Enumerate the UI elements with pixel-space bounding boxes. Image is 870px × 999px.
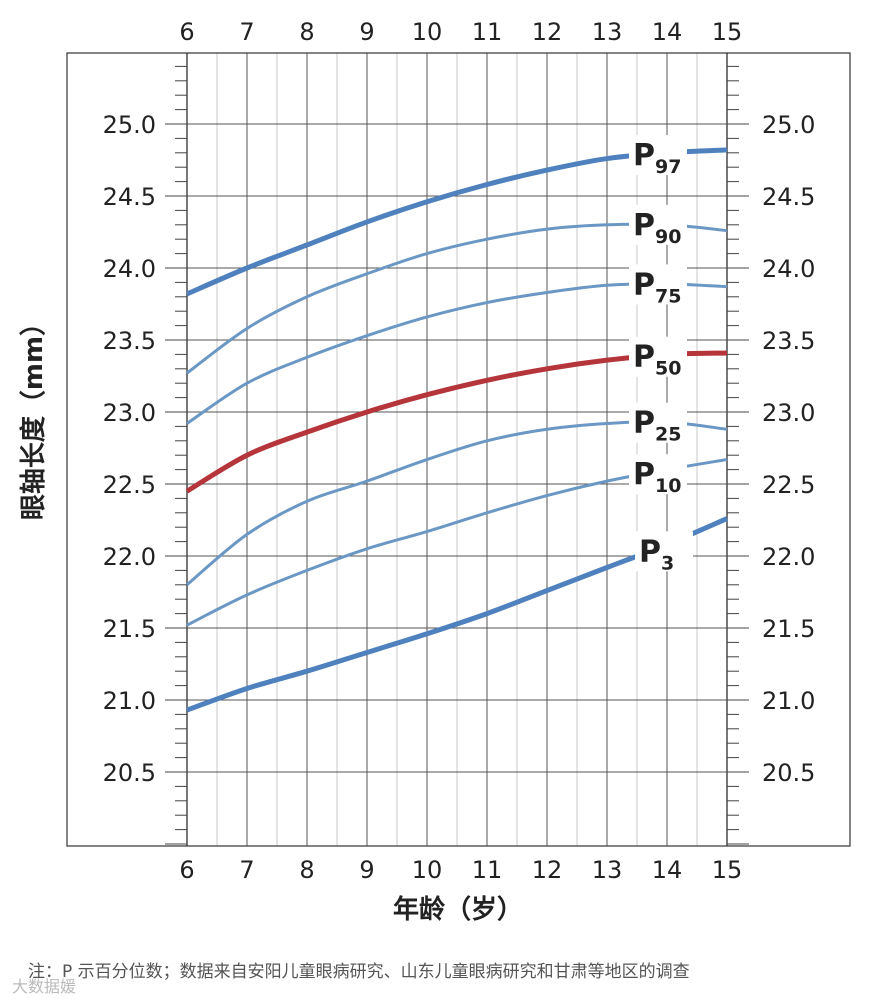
axis-rulers <box>165 65 749 845</box>
y-tick-label-left: 22.5 <box>103 471 156 499</box>
series-label-main: P <box>639 534 661 569</box>
series-label-p25: P25 <box>629 402 687 446</box>
footnote: 注：P 示百分位数；数据来自安阳儿童眼病研究、山东儿童眼病研究和甘肃等地区的调查 <box>28 962 690 982</box>
x-tick-label-top: 7 <box>239 18 254 46</box>
y-tick-label-right: 22.0 <box>762 543 815 571</box>
label-halo <box>635 531 693 572</box>
x-tick-label-bottom: 15 <box>712 856 743 884</box>
series-label-text: P50 <box>633 340 681 380</box>
x-tick-label-bottom: 12 <box>532 856 563 884</box>
series-label-main: P <box>633 457 655 492</box>
label-halo <box>629 204 687 245</box>
series-label-sub: 3 <box>661 552 674 574</box>
y-tick-label-right: 23.5 <box>762 327 815 355</box>
y-tick-label-left: 20.5 <box>103 759 156 787</box>
series-label-text: P3 <box>639 534 674 574</box>
series-label-sub: 75 <box>655 285 681 307</box>
label-halo <box>629 264 687 305</box>
x-tick-label-top: 13 <box>592 18 623 46</box>
y-tick-label-left: 23.0 <box>103 399 156 427</box>
x-axis-title: 年龄（岁） <box>393 894 523 925</box>
x-tick-label-bottom: 11 <box>472 856 503 884</box>
y-tick-label-right: 23.0 <box>762 399 815 427</box>
x-tick-label-top: 8 <box>299 18 314 46</box>
series-label-main: P <box>633 267 655 302</box>
x-tick-label-bottom: 9 <box>359 856 374 884</box>
series-label-sub: 25 <box>655 424 681 446</box>
x-tick-label-bottom: 6 <box>179 856 194 884</box>
y-tick-label-left: 21.0 <box>103 687 156 715</box>
x-tick-label-bottom: 10 <box>412 856 443 884</box>
x-tick-label-top: 12 <box>532 18 563 46</box>
x-tick-label-bottom: 7 <box>239 856 254 884</box>
watermark: 大数据媛 <box>12 977 77 996</box>
y-tick-label-right: 24.5 <box>762 183 815 211</box>
series-label-main: P <box>633 138 655 173</box>
series-label-p50: P50 <box>629 336 687 380</box>
y-tick-label-right: 21.0 <box>762 687 815 715</box>
series-label-main: P <box>633 208 655 243</box>
series-label-text: P97 <box>633 138 681 178</box>
y-tick-label-left: 25.0 <box>103 111 156 139</box>
x-tick-label-top: 14 <box>652 18 683 46</box>
y-tick-label-left: 24.0 <box>103 255 156 283</box>
series-label-p75: P75 <box>629 264 687 307</box>
x-tick-label-top: 11 <box>472 18 503 46</box>
series-label-main: P <box>633 406 655 441</box>
tick-labels: 6 6 7 7 8 8 9 9 10 10 11 11 12 12 13 13 14 14 15 15 20.5 20.5… <box>103 18 816 884</box>
x-tick-label-top: 15 <box>712 18 743 46</box>
x-tick-label-bottom: 13 <box>592 856 623 884</box>
series-label-sub: 50 <box>655 358 681 380</box>
x-tick-label-bottom: 8 <box>299 856 314 884</box>
series-label-p90: P90 <box>629 204 687 248</box>
label-halo <box>629 454 687 495</box>
y-axis-title: 眼轴长度（mm） <box>18 310 49 520</box>
series-label-text: P75 <box>633 267 681 307</box>
y-tick-label-right: 21.5 <box>762 615 815 643</box>
series-label-text: P25 <box>633 406 681 446</box>
series-label-sub: 90 <box>655 226 681 248</box>
label-halo <box>629 336 687 377</box>
y-tick-label-right: 20.5 <box>762 759 815 787</box>
x-tick-label-top: 9 <box>359 18 374 46</box>
x-tick-label-top: 6 <box>179 18 194 46</box>
y-tick-label-left: 21.5 <box>103 615 156 643</box>
series-label-p97: P97 <box>629 135 687 178</box>
y-tick-label-right: 22.5 <box>762 471 815 499</box>
x-tick-label-bottom: 14 <box>652 856 683 884</box>
y-tick-label-left: 22.0 <box>103 543 156 571</box>
series-label-main: P <box>633 340 655 375</box>
series-label-p3: P3 <box>635 531 693 574</box>
series-label-text: P90 <box>633 208 681 248</box>
plot-frame <box>66 52 851 847</box>
series-label-sub: 10 <box>655 475 681 497</box>
series-label-text: P10 <box>633 457 681 497</box>
y-tick-label-right: 24.0 <box>762 255 815 283</box>
y-tick-label-right: 25.0 <box>762 111 815 139</box>
series-label-p10: P10 <box>629 454 687 497</box>
label-halo <box>629 135 687 176</box>
y-tick-label-left: 23.5 <box>103 327 156 355</box>
series-label-sub: 97 <box>655 156 681 178</box>
x-tick-label-top: 10 <box>412 18 443 46</box>
y-tick-label-left: 24.5 <box>103 183 156 211</box>
label-halo <box>629 402 687 443</box>
